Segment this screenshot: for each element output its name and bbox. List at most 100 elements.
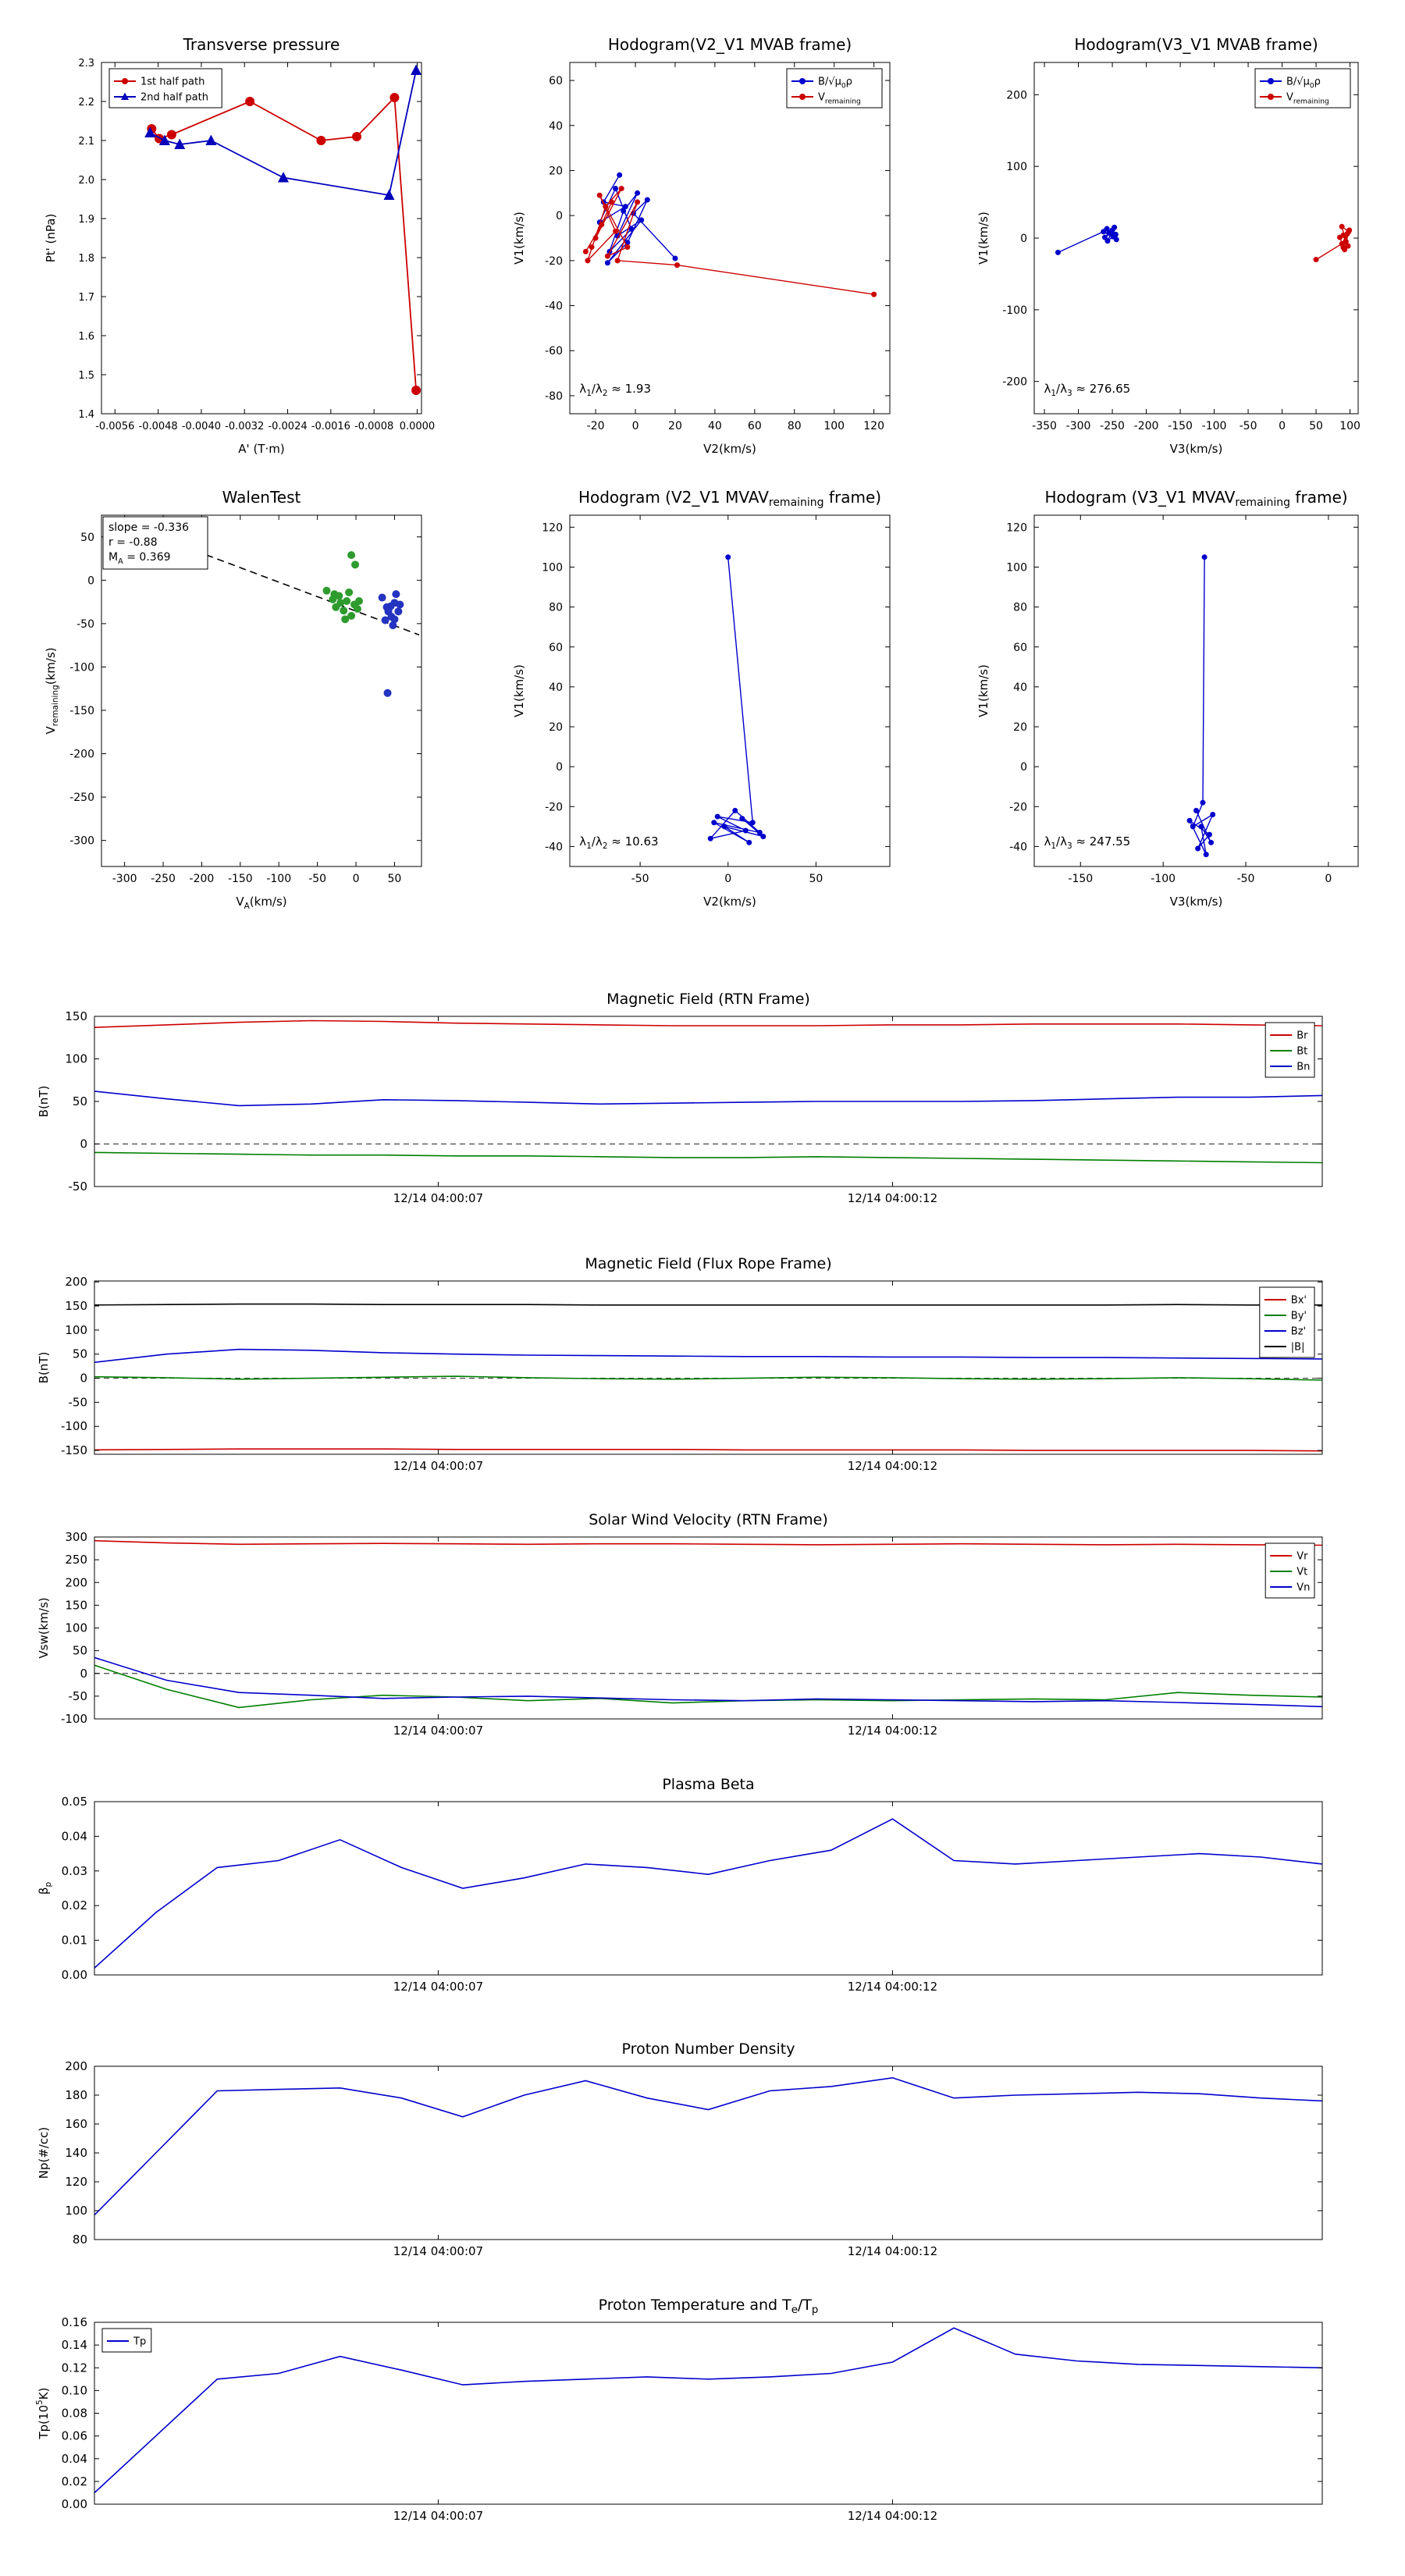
svg-text:Vremaining(km/s): Vremaining(km/s) xyxy=(44,647,60,734)
svg-text:0: 0 xyxy=(1020,761,1027,774)
svg-text:-50: -50 xyxy=(308,873,326,885)
svg-text:0: 0 xyxy=(87,575,94,587)
svg-text:12/14 04:00:07: 12/14 04:00:07 xyxy=(393,1980,483,1994)
svg-text:-150: -150 xyxy=(61,1443,87,1457)
svg-text:Vr: Vr xyxy=(1297,1551,1308,1563)
svg-text:-100: -100 xyxy=(266,873,291,885)
svg-text:0: 0 xyxy=(556,761,563,774)
svg-text:12/14 04:00:07: 12/14 04:00:07 xyxy=(393,1191,483,1205)
chart-magnetic-field-flux-rope: 12/14 04:00:07 12/14 04:00:12 -150 -100 -50 0… xyxy=(23,1252,1382,1489)
svg-text:A' (T·m): A' (T·m) xyxy=(238,442,284,456)
svg-text:160: 160 xyxy=(65,2117,87,2131)
svg-text:50: 50 xyxy=(73,1644,87,1658)
svg-text:0.00: 0.00 xyxy=(62,2497,87,2511)
svg-text:Plasma Beta: Plasma Beta xyxy=(662,1776,754,1793)
chart-solar-wind-velocity: 12/14 04:00:07 12/14 04:00:12 -100 -50 0 50 10… xyxy=(23,1508,1382,1754)
svg-text:40: 40 xyxy=(549,681,563,694)
svg-text:2.0: 2.0 xyxy=(78,175,94,187)
svg-text:B(nT): B(nT) xyxy=(37,1086,51,1118)
svg-text:140: 140 xyxy=(65,2146,87,2160)
svg-text:-200: -200 xyxy=(1134,420,1159,432)
svg-text:0.05: 0.05 xyxy=(62,1795,87,1809)
svg-text:Bx': Bx' xyxy=(1291,1295,1307,1307)
svg-text:λ1/λ3 ≈ 247.55: λ1/λ3 ≈ 247.55 xyxy=(1044,834,1130,851)
svg-text:0: 0 xyxy=(556,210,563,222)
svg-text:-300: -300 xyxy=(69,835,94,848)
svg-text:12/14 04:00:12: 12/14 04:00:12 xyxy=(848,1724,937,1738)
svg-text:Bt: Bt xyxy=(1297,1046,1307,1058)
svg-text:-150: -150 xyxy=(69,705,94,717)
svg-text:40: 40 xyxy=(708,420,722,432)
svg-text:-20: -20 xyxy=(1009,801,1027,813)
svg-text:B/√μ0ρ: B/√μ0ρ xyxy=(818,76,852,91)
svg-text:λ1/λ3 ≈ 276.65: λ1/λ3 ≈ 276.65 xyxy=(1044,382,1130,398)
svg-text:80: 80 xyxy=(788,420,802,432)
svg-text:2.3: 2.3 xyxy=(78,58,94,69)
svg-text:100: 100 xyxy=(1006,561,1027,574)
svg-text:0: 0 xyxy=(632,420,639,432)
chart-hodogram-v3v1-mvab: -350 -300 -250 -200 -150 -100 -50 0 50 100 -200 -10… xyxy=(964,30,1401,467)
svg-text:80: 80 xyxy=(73,2233,87,2247)
svg-text:1.7: 1.7 xyxy=(78,292,94,304)
chart-hodogram-v3v1-mvav: -150 -100 -50 0 -40 -20 0 20 40 60 80 100 120 Hodogra… xyxy=(964,482,1401,920)
solar-wind-velocity-rtn-plot: 12/14 04:00:07 12/14 04:00:12 -100 -50 0 50 10… xyxy=(37,1511,1323,1738)
svg-text:2.1: 2.1 xyxy=(78,136,94,148)
svg-text:Pt' (nPa): Pt' (nPa) xyxy=(44,214,58,263)
svg-text:12/14 04:00:12: 12/14 04:00:12 xyxy=(848,2244,937,2258)
svg-text:-150: -150 xyxy=(1168,420,1193,432)
svg-text:-100: -100 xyxy=(1151,873,1176,885)
svg-text:60: 60 xyxy=(549,75,563,87)
svg-text:0.00: 0.00 xyxy=(62,1968,87,1982)
hodogram-v2v1-mvab-plot: -20 0 20 40 60 80 100 120 -80 -60 -40 -20 0 20 40 60 Hod… xyxy=(512,35,891,456)
chart-walen-test: -300 -250 -200 -150 -100 -50 0 50 -300 -250 -200 -1… xyxy=(31,482,468,920)
svg-text:-150: -150 xyxy=(1068,873,1093,885)
svg-text:V1(km/s): V1(km/s) xyxy=(512,664,526,717)
svg-text:1.5: 1.5 xyxy=(78,370,94,382)
svg-text:-0.0008: -0.0008 xyxy=(354,421,393,432)
svg-text:180: 180 xyxy=(65,2088,87,2102)
svg-text:12/14 04:00:07: 12/14 04:00:07 xyxy=(393,2509,483,2523)
svg-text:0.08: 0.08 xyxy=(62,2407,87,2421)
svg-text:-50: -50 xyxy=(69,1689,88,1703)
svg-text:Vremaining: Vremaining xyxy=(1286,92,1329,106)
svg-text:slope = -0.336: slope = -0.336 xyxy=(108,521,189,534)
chart-hodogram-v2v1-mvab: -20 0 20 40 60 80 100 120 -80 -60 -40 -20 0 20 40 60 Hod… xyxy=(500,30,937,467)
svg-text:20: 20 xyxy=(549,165,563,177)
svg-text:-100: -100 xyxy=(1202,420,1227,432)
svg-text:80: 80 xyxy=(1013,602,1027,614)
svg-text:0.03: 0.03 xyxy=(62,1864,87,1878)
svg-text:200: 200 xyxy=(65,2059,87,2073)
svg-text:100: 100 xyxy=(1339,420,1361,432)
svg-text:120: 120 xyxy=(65,2175,87,2189)
svg-text:150: 150 xyxy=(65,1009,87,1023)
svg-text:0.04: 0.04 xyxy=(62,2452,87,2466)
svg-text:1.8: 1.8 xyxy=(78,253,94,265)
svg-text:0: 0 xyxy=(80,1372,87,1386)
svg-text:-40: -40 xyxy=(545,301,563,313)
svg-text:-250: -250 xyxy=(151,873,176,885)
svg-text:1.6: 1.6 xyxy=(78,331,94,343)
svg-text:12/14 04:00:07: 12/14 04:00:07 xyxy=(393,1459,483,1473)
svg-text:-50: -50 xyxy=(1237,873,1255,885)
svg-text:-20: -20 xyxy=(545,255,563,268)
svg-text:50: 50 xyxy=(73,1094,87,1108)
svg-text:-20: -20 xyxy=(545,801,563,813)
svg-text:0.16: 0.16 xyxy=(62,2315,87,2329)
chart-plasma-beta: 12/14 04:00:07 12/14 04:00:12 0.00 0.01 0.02… xyxy=(23,1773,1382,2010)
svg-text:40: 40 xyxy=(549,120,563,133)
svg-text:WalenTest: WalenTest xyxy=(222,488,301,507)
svg-text:Vsw(km/s): Vsw(km/s) xyxy=(37,1597,51,1658)
svg-text:-250: -250 xyxy=(1100,420,1125,432)
svg-text:0: 0 xyxy=(353,873,360,885)
svg-text:Tp: Tp xyxy=(133,2336,146,2348)
svg-text:-100: -100 xyxy=(61,1712,87,1726)
svg-text:V3(km/s): V3(km/s) xyxy=(1170,895,1223,909)
svg-text:100: 100 xyxy=(823,420,845,432)
svg-text:-40: -40 xyxy=(545,841,563,853)
svg-text:Vn: Vn xyxy=(1297,1582,1310,1594)
svg-text:60: 60 xyxy=(1013,642,1027,654)
svg-text:V3(km/s): V3(km/s) xyxy=(1170,442,1223,456)
svg-text:-300: -300 xyxy=(1066,420,1091,432)
svg-text:1st half path: 1st half path xyxy=(140,76,205,88)
